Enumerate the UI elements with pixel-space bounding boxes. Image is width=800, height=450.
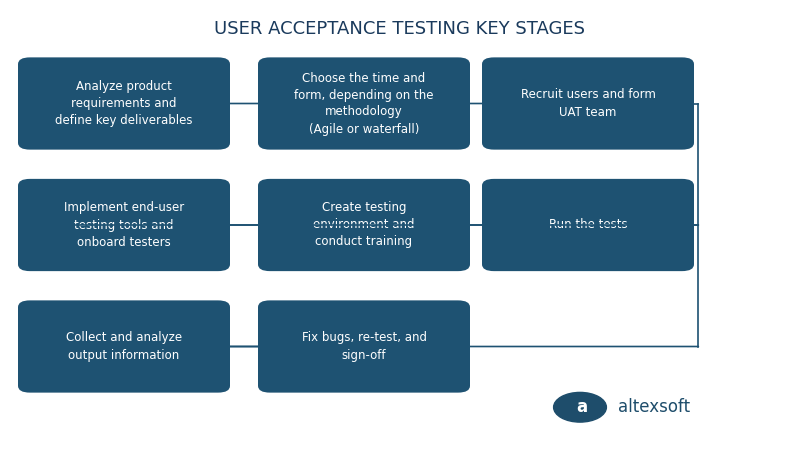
Text: Collect and analyze
output information: Collect and analyze output information	[66, 332, 182, 361]
FancyBboxPatch shape	[482, 179, 694, 271]
Circle shape	[554, 392, 606, 422]
Text: USER ACCEPTANCE TESTING KEY STAGES: USER ACCEPTANCE TESTING KEY STAGES	[214, 20, 586, 38]
Text: Choose the time and
form, depending on the
methodology
(Agile or waterfall): Choose the time and form, depending on t…	[294, 72, 434, 135]
FancyBboxPatch shape	[18, 301, 230, 392]
FancyBboxPatch shape	[18, 57, 230, 149]
Text: Implement end-user
testing tools and
onboard testers: Implement end-user testing tools and onb…	[64, 202, 184, 248]
Text: Recruit users and form
UAT team: Recruit users and form UAT team	[521, 89, 655, 118]
FancyBboxPatch shape	[258, 301, 470, 392]
Text: Analyze product
requirements and
define key deliverables: Analyze product requirements and define …	[55, 80, 193, 127]
Text: Create testing
environment and
conduct training: Create testing environment and conduct t…	[314, 202, 414, 248]
Text: Run the tests: Run the tests	[549, 219, 627, 231]
FancyBboxPatch shape	[258, 57, 470, 149]
FancyBboxPatch shape	[482, 57, 694, 149]
Text: Fix bugs, re-test, and
sign-off: Fix bugs, re-test, and sign-off	[302, 332, 426, 361]
FancyBboxPatch shape	[258, 179, 470, 271]
Text: a: a	[576, 398, 587, 416]
Text: altexsoft: altexsoft	[618, 398, 690, 416]
FancyBboxPatch shape	[18, 179, 230, 271]
